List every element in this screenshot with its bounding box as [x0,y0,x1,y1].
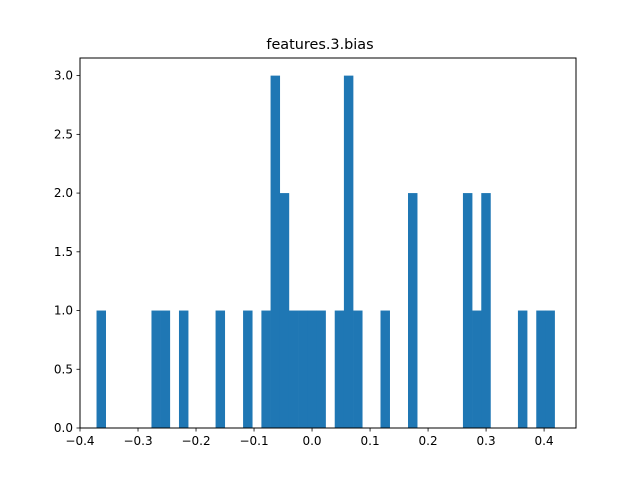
x-tick-label: 0.0 [302,434,321,448]
y-tick-label: 1.0 [54,304,73,318]
histogram-bar-23 [545,310,555,428]
x-tick-label: −0.4 [65,434,94,448]
histogram-bar-6 [261,310,271,428]
y-tick-label: 2.5 [54,127,73,141]
histogram-bar-22 [536,310,546,428]
y-tick-label: 2.0 [54,186,73,200]
x-tick-label: 0.4 [535,434,554,448]
histogram-bar-15 [353,310,363,428]
y-tick-label: 1.5 [54,245,73,259]
histogram-bar-19 [472,310,482,428]
y-axis-ticks: 0.0 0.5 1.0 1.5 2.0 2.5 3.0 [54,69,80,435]
histogram-bar-11 [307,310,317,428]
histogram-bar-9 [288,310,299,428]
histogram-bar-12 [316,310,326,428]
y-tick-label: 0.0 [54,421,73,435]
x-tick-label: 0.1 [361,434,380,448]
histogram-bar-10 [298,310,308,428]
histogram-bar-7 [270,75,281,429]
histogram-bars [96,75,555,429]
histogram-bar-20 [481,193,491,428]
histogram-bar-2 [160,310,171,428]
x-tick-label: 0.2 [419,434,438,448]
histogram-bar-5 [243,310,253,428]
histogram-bar-14 [343,75,354,429]
histogram-bar-0 [96,310,106,428]
histogram-bar-4 [215,310,226,428]
histogram-bar-3 [178,310,189,428]
histogram-bar-16 [380,310,390,428]
x-axis-ticks: −0.4 −0.3 −0.2 −0.1 0.0 0.1 0.2 0.3 0.4 [65,428,554,448]
histogram-bar-13 [334,310,345,428]
y-tick-label: 0.5 [54,362,73,376]
histogram-bar-17 [408,193,418,428]
x-tick-label: 0.3 [477,434,496,448]
histogram-bar-1 [151,310,161,428]
chart-title: features.3.bias [266,37,373,53]
axes-frame [79,57,577,429]
x-tick-label: −0.1 [239,434,268,448]
x-tick-label: −0.3 [123,434,152,448]
histogram-bar-8 [279,193,290,428]
x-tick-label: −0.2 [181,434,210,448]
y-tick-label: 3.0 [54,69,73,83]
histogram-bar-21 [517,310,528,428]
histogram-bar-18 [462,193,473,428]
